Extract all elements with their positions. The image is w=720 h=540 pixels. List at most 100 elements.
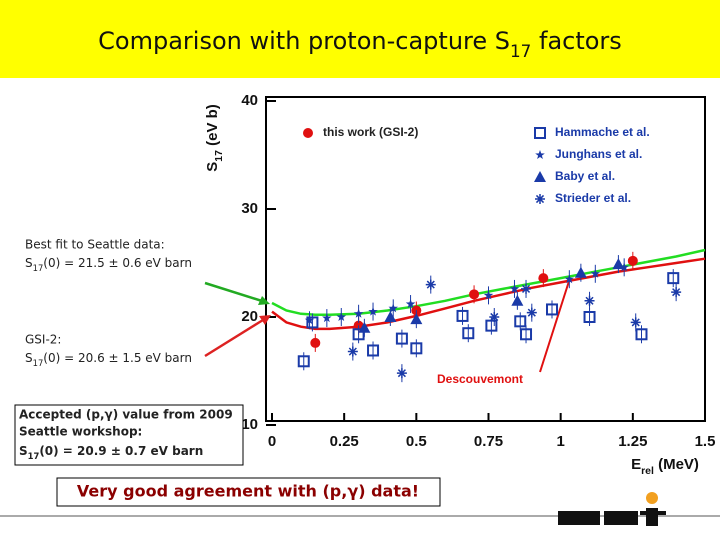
data-point <box>367 344 380 357</box>
data-point <box>322 313 332 323</box>
note-text: Accepted (p,γ) value from 2009 <box>19 408 233 422</box>
x-tick-label: 0.5 <box>406 433 427 450</box>
title-bar <box>0 0 720 78</box>
data-point <box>635 328 648 341</box>
data-point <box>520 328 533 341</box>
note-text: S17(0) = 20.6 ± 1.5 eV barn <box>25 351 192 368</box>
text-part: rel <box>641 465 654 477</box>
text-part: 17 <box>510 41 531 61</box>
text-part: (0) = 21.5 ± 0.6 eV barn <box>43 256 192 270</box>
text-part: S <box>19 444 28 458</box>
data-point <box>456 309 469 322</box>
legend-marker <box>534 127 546 139</box>
data-point <box>388 303 398 313</box>
data-point <box>546 303 559 316</box>
data-point <box>462 327 475 340</box>
x-tick-label: 1.25 <box>618 433 647 450</box>
data-point <box>511 294 524 306</box>
text-part: (MeV) <box>654 456 699 473</box>
data-point <box>395 332 408 345</box>
text-part: S <box>25 256 33 270</box>
legend-label: Strieder et al. <box>555 191 631 205</box>
x-tick-label: 1.5 <box>695 433 716 450</box>
note-box <box>14 404 244 466</box>
data-point <box>347 346 358 357</box>
text-part: 17 <box>28 451 40 461</box>
note-text: Best fit to Seattle data: <box>25 238 165 252</box>
legend-marker <box>535 194 545 204</box>
note-text: Seattle workshop: <box>19 425 142 439</box>
text-part: 17 <box>213 150 225 162</box>
text-part: S <box>25 351 33 365</box>
conclusion: Very good agreement with (p,γ) data! <box>77 482 419 501</box>
legend-label: Hammache et al. <box>555 125 650 139</box>
arrowhead <box>258 296 270 305</box>
data-point <box>667 272 680 285</box>
data-point <box>297 355 310 368</box>
data-point <box>396 368 407 379</box>
data-point <box>627 255 638 266</box>
x-tick-label: 0.25 <box>330 433 359 450</box>
legend-label: this work (GSI-2) <box>323 125 418 139</box>
arrow <box>204 318 264 358</box>
data-point <box>590 268 601 278</box>
data-point <box>514 315 527 328</box>
y-tick-label: 40 <box>241 92 258 109</box>
data-point <box>336 312 346 321</box>
y-axis-label: S17 (eV b) <box>204 104 225 172</box>
data-point <box>521 283 532 294</box>
y-tick-label: 30 <box>241 200 258 217</box>
fit-curve <box>271 248 706 317</box>
data-point <box>583 311 596 323</box>
data-point <box>469 289 480 300</box>
data-point <box>619 262 629 272</box>
plot: 10 20 30 40 0 0.25 0.5 0.75 1 1.25 1.5 Descouvemont… <box>241 92 715 450</box>
data-point <box>368 306 378 316</box>
data-point <box>353 308 364 318</box>
text-part: E <box>631 456 641 473</box>
text-part: 17 <box>33 263 44 273</box>
x-tick-label: 0.75 <box>474 433 503 450</box>
data-point <box>358 321 371 333</box>
x-tick-label: 1 <box>556 433 564 450</box>
y-tick-label: 10 <box>241 416 258 433</box>
data-point <box>410 342 423 355</box>
text-part: 17 <box>33 358 44 368</box>
text-part: (0) = 20.6 ± 1.5 eV barn <box>43 351 192 365</box>
legend-marker <box>534 171 546 182</box>
text-part: S <box>204 162 221 172</box>
slide-title: Comparison with proton-capture S17 facto… <box>98 27 622 61</box>
text-part: Comparison with proton-capture S <box>98 27 510 55</box>
logo <box>558 492 666 526</box>
text-part: (eV b) <box>204 104 221 150</box>
data-point <box>483 290 494 300</box>
data-point <box>574 266 587 278</box>
arrowhead <box>259 315 271 325</box>
text-part: (0) = 20.9 ± 0.7 eV barn <box>39 444 203 458</box>
note-text: S17(0) = 20.9 ± 0.7 eV barn <box>19 444 203 461</box>
data-point <box>526 307 537 318</box>
data-point <box>584 295 595 306</box>
data-point <box>489 312 500 322</box>
x-axis-label: Erel (MeV) <box>631 456 699 477</box>
y-tick-label: 20 <box>241 308 258 325</box>
legend-marker <box>303 128 313 138</box>
legend-label: Junghans et al. <box>555 147 642 161</box>
text-part: factors <box>531 27 621 55</box>
label-pointer <box>539 277 571 373</box>
x-tick-label: 0 <box>268 433 276 450</box>
data-point <box>425 279 436 290</box>
data-point <box>671 287 682 298</box>
data-point <box>410 313 423 325</box>
legend-label: Baby et al. <box>555 169 615 183</box>
data-point <box>564 274 575 284</box>
data-point <box>538 273 549 284</box>
note-text: GSI-2: <box>25 333 61 347</box>
data-point <box>304 315 315 325</box>
note-text: S17(0) = 21.5 ± 0.6 eV barn <box>25 256 192 273</box>
curve-label: Descouvemont <box>437 372 523 386</box>
data-point <box>352 328 365 341</box>
data-point <box>405 299 416 309</box>
data-point <box>630 317 641 328</box>
